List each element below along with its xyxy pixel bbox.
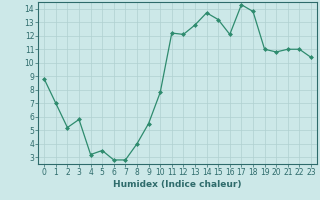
X-axis label: Humidex (Indice chaleur): Humidex (Indice chaleur) [113, 180, 242, 189]
